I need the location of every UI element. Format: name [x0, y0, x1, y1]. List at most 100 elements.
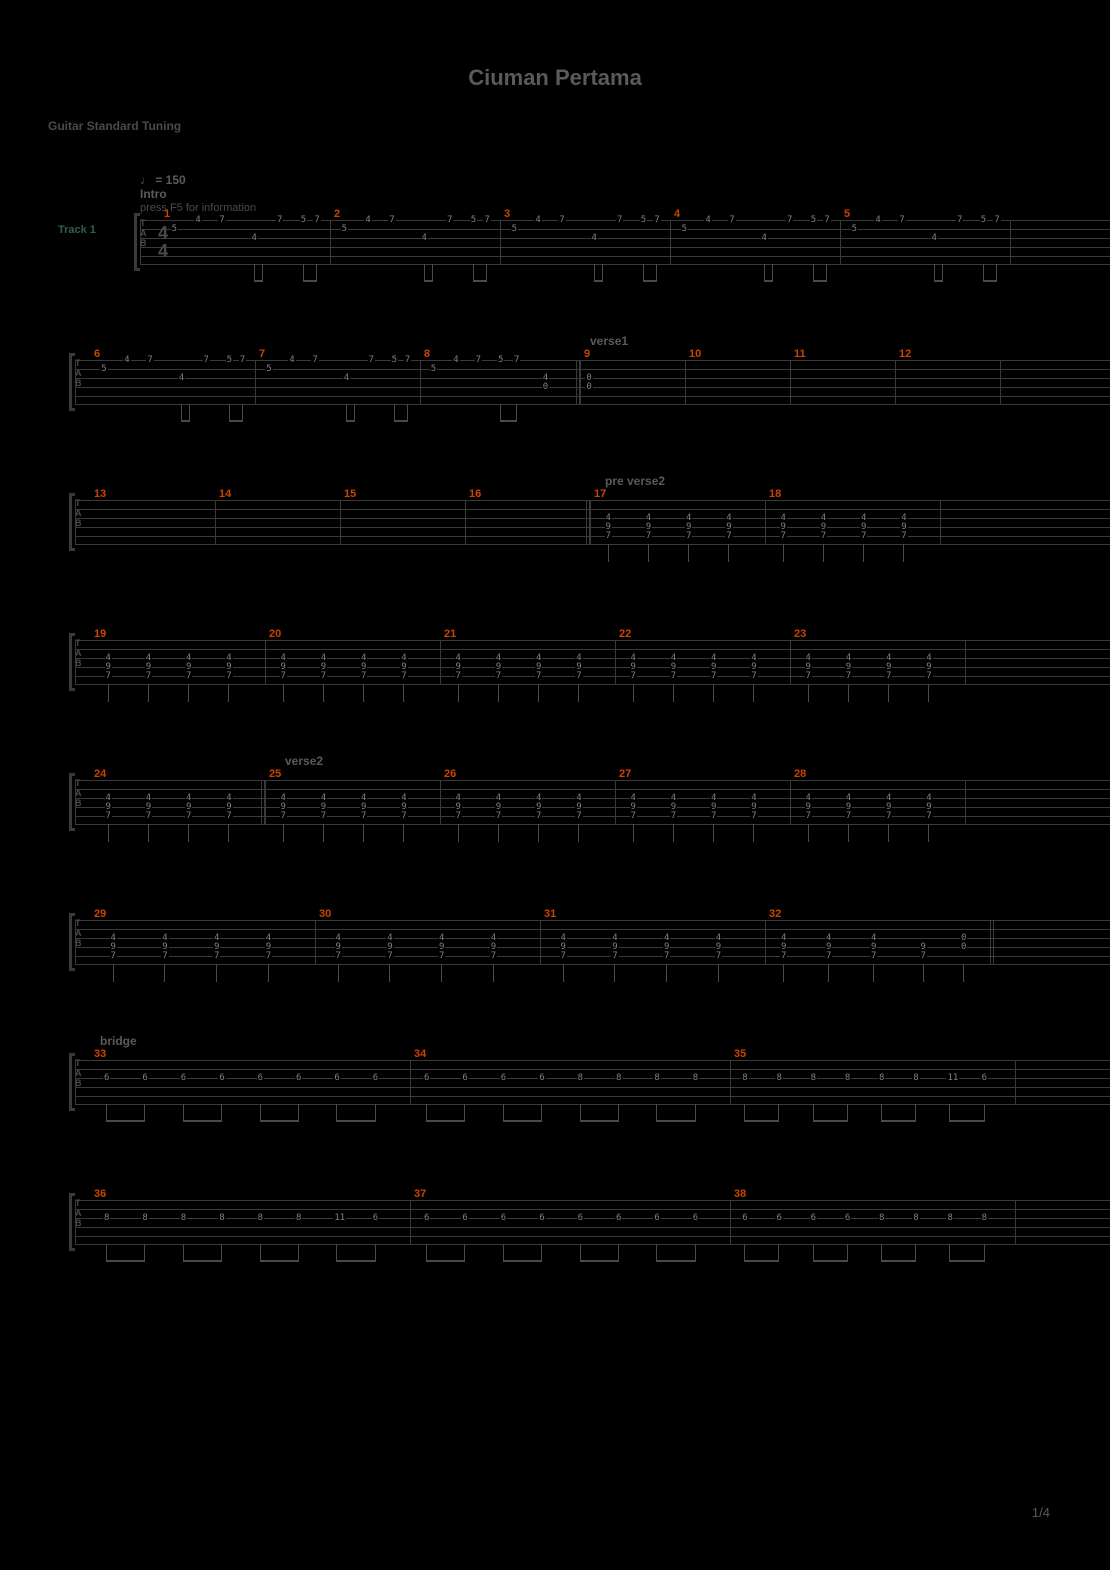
fret-number: 4 — [780, 934, 787, 942]
fret-number: 8 — [653, 1074, 660, 1082]
staff-bracket — [69, 1196, 72, 1248]
fret-number: 4 — [123, 356, 130, 364]
barline — [340, 500, 341, 544]
track-label: Track 1 — [58, 224, 96, 236]
staff-line — [75, 1218, 1110, 1219]
fret-number: 9 — [725, 523, 732, 531]
fret-number: 4 — [900, 514, 907, 522]
fret-number: 7 — [313, 216, 320, 224]
tab-staff: TAB131415161749749749749718497497497497 — [75, 492, 1110, 552]
note-stem — [808, 824, 809, 842]
fret-number: 9 — [780, 523, 787, 531]
fret-number: 4 — [761, 234, 768, 242]
barline — [790, 640, 791, 684]
fret-number: 7 — [653, 216, 660, 224]
measure-number: 18 — [769, 488, 781, 500]
fret-number: 8 — [615, 1074, 622, 1082]
fret-number: 7 — [146, 356, 153, 364]
note-stem — [718, 964, 719, 982]
fret-number: 9 — [715, 943, 722, 951]
fret-number: 11 — [333, 1214, 346, 1222]
barline — [75, 1060, 76, 1104]
staff-line — [75, 1060, 1110, 1061]
fret-number: 9 — [885, 663, 892, 671]
note-beam — [656, 1120, 695, 1122]
note-stem — [688, 544, 689, 562]
tempo-marking: ♩ = 150 — [140, 173, 1080, 187]
section-intro-label: Intro — [140, 187, 1080, 201]
barline — [215, 500, 216, 544]
note-beam — [183, 1260, 222, 1262]
note-stem — [903, 544, 904, 562]
fret-number: 7 — [605, 532, 612, 540]
note-stem — [713, 824, 714, 842]
fret-number: 9 — [870, 943, 877, 951]
fret-number: 9 — [320, 663, 327, 671]
double-barline — [576, 360, 577, 404]
staff-line — [75, 956, 1110, 957]
measure-number: 25 — [269, 768, 281, 780]
fret-number: 9 — [630, 663, 637, 671]
staff-line — [75, 404, 1110, 405]
measure-number: 24 — [94, 768, 106, 780]
fret-number: 4 — [611, 934, 618, 942]
fret-number: 6 — [653, 1214, 660, 1222]
note-stem — [148, 684, 149, 702]
note-stem — [216, 964, 217, 982]
fret-number: 9 — [900, 523, 907, 531]
fret-number: 5 — [100, 365, 107, 373]
staff-line — [75, 369, 1110, 370]
tab-clef: TAB — [75, 918, 89, 966]
note-beam — [744, 1260, 779, 1262]
fret-number: 9 — [925, 803, 932, 811]
fret-number: 9 — [400, 663, 407, 671]
note-stem — [863, 544, 864, 562]
staff-line — [140, 247, 1110, 248]
fret-number: 4 — [670, 654, 677, 662]
fret-number: 0 — [960, 943, 967, 951]
note-stem — [713, 684, 714, 702]
fret-number: 7 — [925, 672, 932, 680]
note-beam — [181, 420, 190, 422]
fret-number: 9 — [495, 663, 502, 671]
fret-number: 7 — [780, 952, 787, 960]
fret-number: 7 — [728, 216, 735, 224]
fret-number: 4 — [780, 514, 787, 522]
note-stem — [403, 684, 404, 702]
fret-number: 9 — [490, 943, 497, 951]
measure-number: 13 — [94, 488, 106, 500]
fret-number: 7 — [495, 812, 502, 820]
fret-number: 8 — [912, 1074, 919, 1082]
barline — [990, 920, 991, 964]
fret-number: 7 — [786, 216, 793, 224]
fret-number: 9 — [185, 663, 192, 671]
staff-line — [140, 229, 1110, 230]
fret-number: 4 — [535, 654, 542, 662]
staff-line — [75, 536, 1110, 537]
fret-number: 6 — [692, 1214, 699, 1222]
fret-number: 7 — [715, 952, 722, 960]
note-stem — [458, 684, 459, 702]
fret-number: 5 — [265, 365, 272, 373]
note-beam — [949, 1120, 984, 1122]
fret-number: 7 — [311, 356, 318, 364]
fret-number: 7 — [725, 532, 732, 540]
staff-line — [75, 780, 1110, 781]
note-beam — [254, 280, 264, 282]
fret-number: 7 — [750, 812, 757, 820]
fret-number: 4 — [185, 794, 192, 802]
staff-line — [75, 518, 1110, 519]
fret-number: 7 — [611, 952, 618, 960]
fret-number: 9 — [400, 803, 407, 811]
fret-number: 4 — [438, 934, 445, 942]
fret-number: 7 — [490, 952, 497, 960]
fret-number: 9 — [920, 943, 927, 951]
fret-number: 4 — [542, 374, 549, 382]
fret-number: 6 — [500, 1214, 507, 1222]
note-stem — [228, 684, 229, 702]
fret-number: 6 — [333, 1074, 340, 1082]
note-stem — [673, 824, 674, 842]
fret-number: 5 — [980, 216, 987, 224]
fret-number: 9 — [280, 803, 287, 811]
note-stem — [148, 824, 149, 842]
